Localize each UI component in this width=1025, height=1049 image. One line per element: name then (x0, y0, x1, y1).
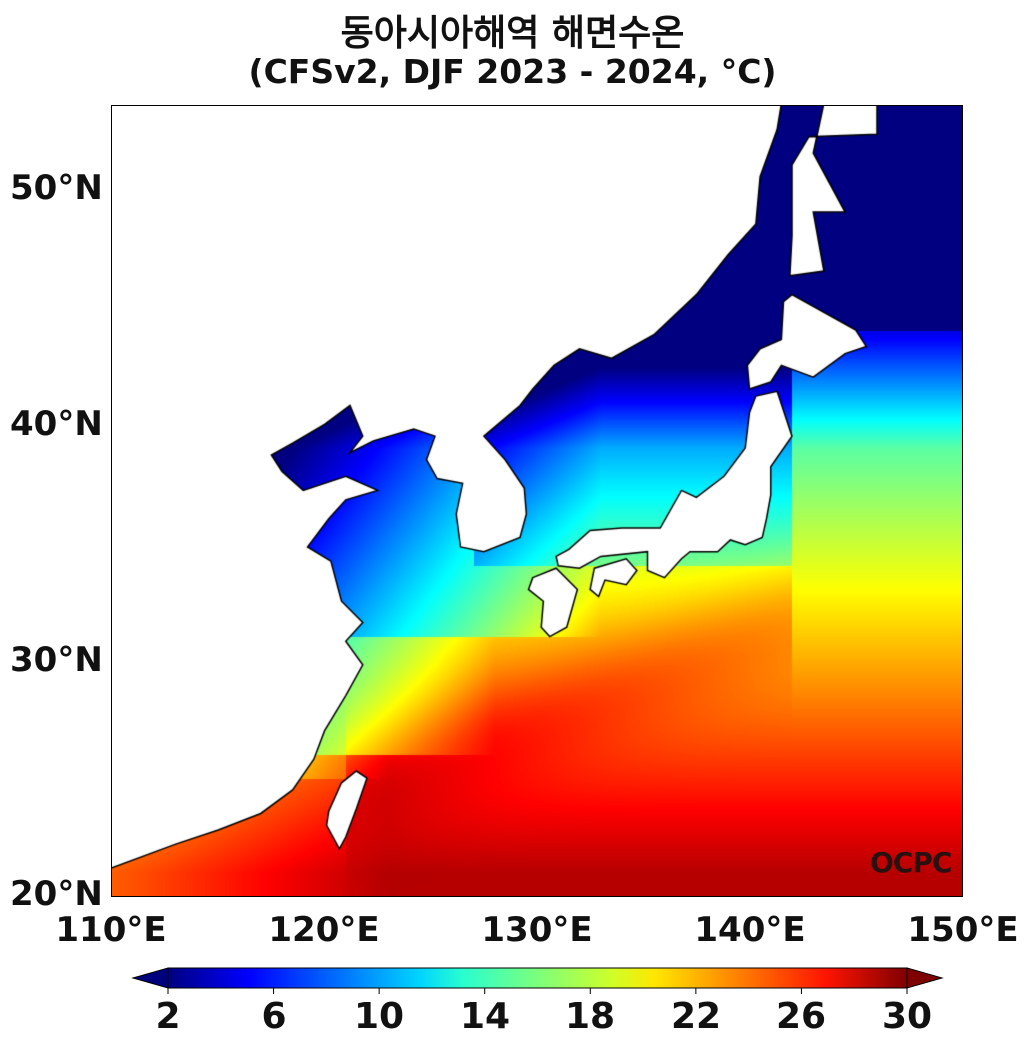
colorbar (131, 967, 944, 994)
colorbar-tick-14: 14 (459, 996, 511, 1037)
colorbar-tick-6: 6 (261, 996, 287, 1037)
colorbar-tick-10: 10 (353, 996, 405, 1037)
lat-label-40: 40°N (10, 404, 103, 444)
lon-label-130: 130°E (481, 910, 593, 950)
lon-label-140: 140°E (694, 910, 806, 950)
map-subtitle: (CFSv2, DJF 2023 - 2024, °C) (248, 52, 777, 91)
map-title: 동아시아해역 해면수온 (340, 13, 685, 54)
colorbar-body (167, 967, 908, 989)
lat-label-50: 50°N (10, 168, 103, 208)
lon-label-120: 120°E (268, 910, 380, 950)
colorbar-extend-high (906, 967, 944, 989)
colorbar-tick-22: 22 (670, 996, 722, 1037)
colorbar-tick-30: 30 (881, 996, 933, 1037)
ocpc-logo: OCPC (870, 846, 952, 879)
colorbar-extend-low (131, 967, 169, 989)
sst-map (111, 105, 963, 897)
colorbar-tick-26: 26 (775, 996, 827, 1037)
lon-label-110: 110°E (55, 910, 167, 950)
sst-field (112, 106, 962, 896)
lat-label-20: 20°N (10, 874, 103, 914)
lon-label-150: 150°E (907, 910, 1019, 950)
colorbar-tick-2: 2 (155, 996, 181, 1037)
colorbar-tick-18: 18 (564, 996, 616, 1037)
lat-label-30: 30°N (10, 640, 103, 680)
